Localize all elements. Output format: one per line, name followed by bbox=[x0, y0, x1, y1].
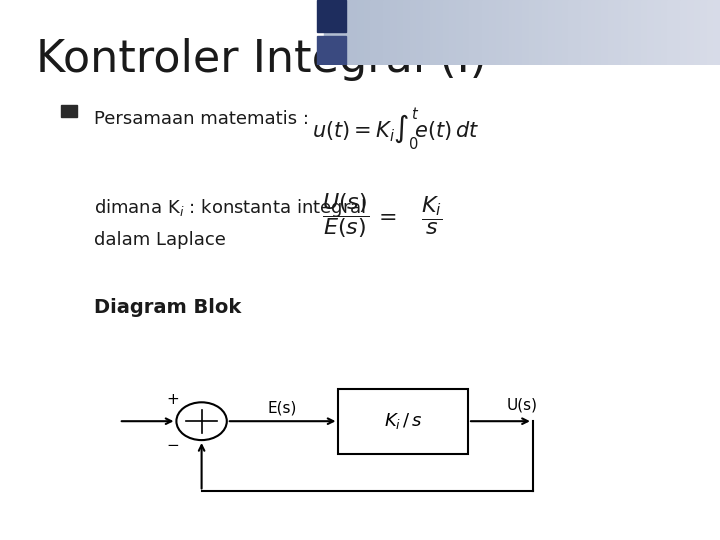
Bar bbox=[707, 0, 715, 65]
Bar bbox=[701, 0, 708, 65]
Bar bbox=[542, 0, 550, 65]
Text: +: + bbox=[166, 392, 179, 407]
Bar bbox=[549, 0, 557, 65]
Bar bbox=[634, 0, 642, 65]
Bar bbox=[456, 0, 464, 65]
Bar bbox=[667, 0, 675, 65]
Bar bbox=[377, 0, 385, 65]
Bar bbox=[436, 0, 444, 65]
Bar bbox=[516, 0, 523, 65]
Bar bbox=[364, 0, 372, 65]
Bar bbox=[430, 0, 438, 65]
Bar bbox=[562, 0, 570, 65]
Bar bbox=[469, 0, 477, 65]
Text: U(s): U(s) bbox=[506, 397, 538, 413]
Bar bbox=[351, 0, 359, 65]
Bar bbox=[535, 0, 544, 65]
Bar bbox=[528, 0, 536, 65]
Bar bbox=[476, 0, 484, 65]
Bar bbox=[654, 0, 662, 65]
Bar bbox=[608, 0, 616, 65]
Text: −: − bbox=[166, 438, 179, 453]
Bar bbox=[357, 0, 365, 65]
Bar bbox=[601, 0, 609, 65]
Text: Diagram Blok: Diagram Blok bbox=[94, 298, 241, 318]
Bar bbox=[423, 0, 431, 65]
Bar bbox=[568, 0, 576, 65]
Bar bbox=[383, 0, 392, 65]
Bar bbox=[410, 0, 418, 65]
Bar bbox=[317, 0, 346, 32]
Text: $=$: $=$ bbox=[374, 206, 397, 226]
Text: dalam Laplace: dalam Laplace bbox=[94, 231, 225, 249]
Bar bbox=[317, 36, 346, 65]
Bar bbox=[390, 0, 398, 65]
Bar bbox=[489, 0, 497, 65]
Bar bbox=[641, 0, 649, 65]
Bar bbox=[555, 0, 563, 65]
Bar bbox=[443, 0, 451, 65]
Text: E(s): E(s) bbox=[268, 400, 297, 415]
Bar bbox=[503, 0, 510, 65]
Bar bbox=[693, 0, 701, 65]
Text: $\dfrac{U(s)}{E(s)}$: $\dfrac{U(s)}{E(s)}$ bbox=[322, 192, 369, 240]
Bar bbox=[595, 0, 603, 65]
Bar bbox=[628, 0, 636, 65]
Bar bbox=[582, 0, 590, 65]
Bar bbox=[661, 0, 669, 65]
FancyBboxPatch shape bbox=[338, 389, 468, 454]
Bar bbox=[330, 0, 338, 65]
Text: $u(t) = K_i\int_0^t\!e(t)\,dt$: $u(t) = K_i\int_0^t\!e(t)\,dt$ bbox=[312, 106, 480, 153]
Bar bbox=[687, 0, 695, 65]
Bar bbox=[337, 0, 346, 65]
Bar bbox=[416, 0, 425, 65]
Text: Persamaan matematis :: Persamaan matematis : bbox=[94, 110, 309, 128]
Bar bbox=[674, 0, 682, 65]
Bar bbox=[495, 0, 504, 65]
Bar bbox=[463, 0, 471, 65]
Bar bbox=[575, 0, 582, 65]
Text: $K_i\,/\,s$: $K_i\,/\,s$ bbox=[384, 411, 423, 431]
Text: dimana K$_i$ : konstanta integral: dimana K$_i$ : konstanta integral bbox=[94, 197, 366, 219]
Bar bbox=[509, 0, 517, 65]
Bar bbox=[680, 0, 688, 65]
Bar bbox=[324, 0, 332, 65]
Text: Kontroler Integral (I): Kontroler Integral (I) bbox=[36, 38, 487, 81]
Text: $\dfrac{K_i}{s}$: $\dfrac{K_i}{s}$ bbox=[421, 195, 443, 237]
Bar bbox=[522, 0, 530, 65]
Bar bbox=[614, 0, 623, 65]
Bar bbox=[482, 0, 490, 65]
Bar bbox=[714, 0, 720, 65]
Bar bbox=[344, 0, 352, 65]
Bar bbox=[397, 0, 405, 65]
Bar bbox=[588, 0, 596, 65]
Bar bbox=[370, 0, 378, 65]
Bar bbox=[403, 0, 411, 65]
Bar bbox=[647, 0, 655, 65]
Bar bbox=[449, 0, 457, 65]
Bar bbox=[61, 105, 77, 117]
Bar bbox=[621, 0, 629, 65]
